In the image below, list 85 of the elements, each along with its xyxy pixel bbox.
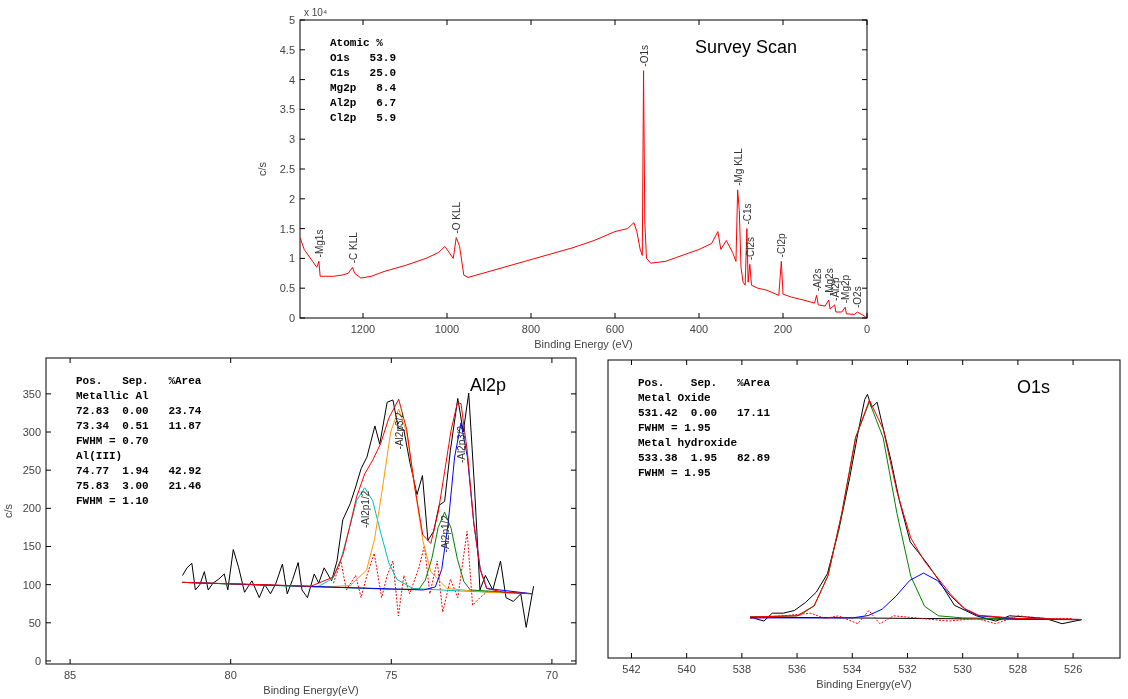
annotation: Metal Oxide [638, 392, 712, 404]
annotation: Metallic Al [76, 390, 150, 402]
annotation: -O1s [638, 44, 650, 67]
y-tick-label: 200 [22, 502, 41, 515]
x-tick-label: 540 [677, 663, 696, 675]
annotation: 72.83 0.00 23.74 [76, 405, 202, 417]
x-tick-label: 600 [605, 323, 625, 335]
annotation: Pos. Sep. %Area [76, 375, 202, 387]
x-tick-label: 70 [545, 669, 559, 681]
x-axis-title: Binding Energy(eV) [263, 684, 359, 696]
y-tick-label: 0.5 [279, 282, 295, 295]
annotation: Al(III) [76, 450, 123, 462]
chart-title: O1s [1016, 377, 1050, 397]
annotation: -C1s [741, 203, 753, 225]
annotation: Al2p 6.7 [330, 97, 397, 109]
x-tick-label: 75 [385, 669, 398, 681]
annotation: Atomic % [330, 37, 384, 49]
annotation: -Al2p3/2 [456, 425, 468, 464]
annotation: 74.77 1.94 42.92 [76, 465, 202, 477]
y-tick-label: 100 [22, 578, 41, 591]
y-tick-label: 300 [22, 426, 41, 439]
annotation: FWHM = 1.95 [638, 422, 712, 434]
annotation: -Al2p1/2 [359, 490, 371, 528]
x-tick-label: 532 [898, 663, 917, 675]
annotation: 75.83 3.00 21.46 [76, 480, 202, 492]
y-tick-label: 350 [22, 387, 41, 400]
x-tick-label: 800 [521, 323, 541, 335]
x-axis-title: Binding Energy (eV) [534, 338, 633, 350]
y-axis-title: c/s [256, 161, 268, 177]
x-tick-label: 530 [953, 663, 972, 675]
y-tick-label: 2 [288, 192, 295, 205]
annotation: -Cl2p [776, 233, 788, 258]
annotation: Mg2p 8.4 [330, 82, 397, 94]
text: Al2p [469, 375, 506, 395]
x-tick-label: 534 [843, 663, 862, 675]
annotation: O1s 53.9 [330, 52, 397, 64]
x-tick-label: 85 [63, 669, 77, 681]
y-tick-label: 3 [288, 133, 295, 146]
y-tick-label: 2.5 [279, 163, 295, 175]
annotation: -Mg KLL [732, 147, 744, 186]
y-tick-label: 3.5 [279, 103, 295, 116]
annotation: -Mg1s [313, 229, 325, 258]
x-tick-label: 542 [622, 663, 641, 675]
y-tick-label: 0 [34, 654, 41, 667]
annotation: -Al2p3/2 [393, 411, 405, 450]
x-tick-label: 526 [1063, 663, 1083, 675]
annotation: C1s 25.0 [330, 67, 397, 79]
x-tick-label: 0 [863, 323, 871, 335]
x-tick-label: 1200 [350, 323, 376, 335]
annotation: 533.38 1.95 82.89 [638, 452, 771, 464]
y-tick-label: 4.5 [279, 43, 295, 56]
y-tick-label: 150 [22, 540, 41, 553]
annotation: -Al2s [811, 268, 823, 292]
y-tick-label: 5 [288, 14, 295, 26]
annotation: -Al2p1/2 [439, 514, 451, 553]
annotation: -O2s [852, 286, 864, 309]
annotation: FWHM = 1.10 [76, 495, 149, 507]
annotation: Cl2p 5.9 [330, 112, 397, 124]
y-tick-label: 1 [288, 252, 295, 265]
x-tick-label: 400 [689, 323, 709, 335]
y-tick-label: 50 [28, 616, 41, 629]
annotation: -Mg2p [840, 274, 852, 304]
y-axis-title: c/s [2, 503, 14, 519]
annotation: 73.34 0.51 11.87 [76, 420, 202, 432]
x-tick-label: 80 [224, 669, 237, 681]
x-tick-label: 200 [773, 323, 793, 335]
x-tick-label: 528 [1008, 663, 1028, 675]
chart-subtitle: x 10⁴ [304, 7, 328, 18]
annotation: FWHM = 0.70 [76, 435, 149, 447]
annotation: FWHM = 1.95 [638, 467, 712, 479]
x-tick-label: 536 [787, 663, 807, 675]
annotation: -O KLL [451, 201, 463, 234]
annotation: Metal hydroxide [638, 437, 738, 449]
y-tick-label: 4 [288, 73, 295, 86]
annotation: 531.42 0.00 17.11 [638, 407, 771, 419]
annotation: -Cl2s [744, 237, 756, 261]
y-tick-label: 0 [288, 312, 295, 324]
x-tick-label: 1000 [434, 323, 460, 335]
y-tick-label: 250 [22, 464, 41, 477]
annotation: -C KLL [347, 231, 359, 264]
text: Survey Scan [694, 37, 797, 57]
text: Pos. Sep. %Area [638, 377, 771, 389]
y-tick-label: 1.5 [279, 222, 295, 235]
x-tick-label: 538 [732, 663, 752, 675]
x-axis-title: Binding Energy(eV) [816, 678, 912, 690]
